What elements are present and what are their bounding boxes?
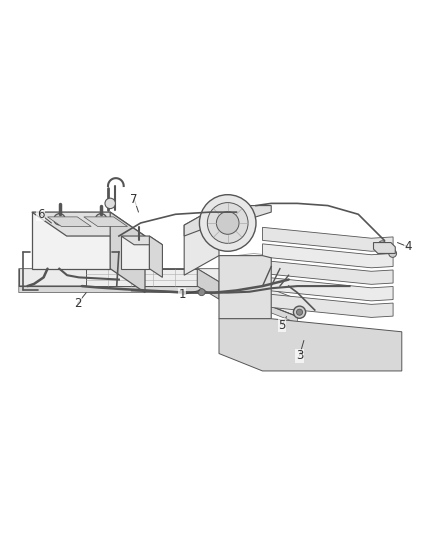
Text: 7: 7 (131, 192, 138, 206)
Circle shape (95, 214, 107, 225)
Circle shape (216, 212, 239, 235)
Circle shape (378, 241, 386, 249)
Polygon shape (262, 244, 393, 268)
Text: 5: 5 (279, 319, 286, 332)
Polygon shape (47, 217, 91, 227)
Polygon shape (374, 243, 395, 254)
Polygon shape (219, 319, 402, 371)
Circle shape (293, 306, 306, 318)
Polygon shape (86, 269, 197, 286)
Polygon shape (149, 236, 162, 277)
Polygon shape (121, 236, 149, 269)
Circle shape (105, 198, 116, 208)
Circle shape (389, 249, 396, 257)
Polygon shape (32, 212, 110, 269)
Polygon shape (262, 228, 393, 251)
Polygon shape (262, 277, 393, 301)
Circle shape (199, 195, 256, 251)
Polygon shape (219, 256, 271, 319)
Text: 2: 2 (74, 297, 81, 310)
Polygon shape (110, 212, 145, 293)
Circle shape (198, 289, 205, 296)
Polygon shape (19, 286, 297, 323)
Polygon shape (86, 269, 219, 282)
Polygon shape (32, 212, 145, 236)
Polygon shape (262, 261, 393, 284)
Polygon shape (197, 269, 219, 299)
Polygon shape (184, 206, 271, 236)
Text: 4: 4 (405, 240, 412, 253)
Text: 3: 3 (296, 349, 303, 362)
Polygon shape (19, 269, 306, 317)
Circle shape (297, 309, 303, 315)
Text: 6: 6 (37, 208, 44, 221)
Polygon shape (121, 236, 162, 245)
Circle shape (207, 203, 248, 244)
Polygon shape (184, 206, 219, 275)
Circle shape (54, 214, 65, 225)
Polygon shape (262, 294, 393, 318)
Polygon shape (84, 217, 127, 227)
Text: 1: 1 (178, 288, 186, 301)
Circle shape (384, 245, 391, 253)
